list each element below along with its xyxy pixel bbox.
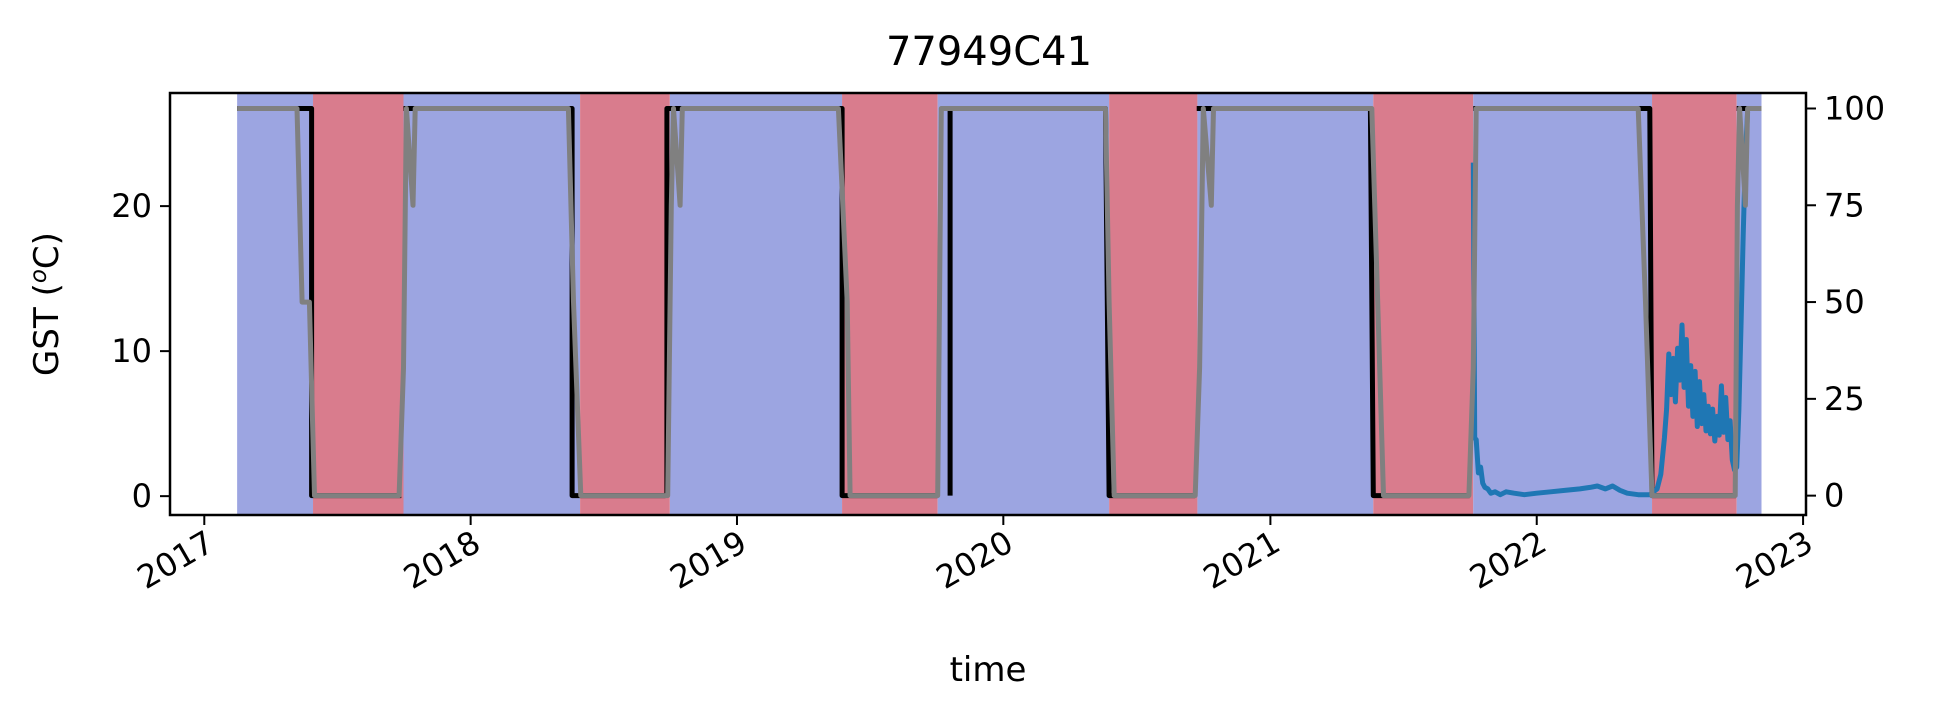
- plot-frame: [168, 91, 1808, 517]
- y2-tick-label-4: 100: [1824, 89, 1885, 127]
- y2-tick-label-0: 0: [1824, 477, 1844, 515]
- y-tick-label-0: 0: [132, 477, 152, 515]
- x-axis: 2017 2018 2019 2020 2021 2022 2023: [131, 515, 1819, 597]
- band-red-1: [313, 93, 404, 515]
- band-blue-8: [1197, 93, 1374, 515]
- band-red-7: [1109, 93, 1198, 515]
- y-tick-label-1: 10: [111, 332, 152, 370]
- y-axis-label-sup: o: [26, 269, 52, 283]
- x-tick-label-6: 2023: [1730, 523, 1820, 597]
- plot-area: [168, 91, 1808, 517]
- band-red-3: [580, 93, 670, 515]
- x-tick-label-1: 2018: [397, 523, 487, 597]
- gray-line-segment-0: [237, 106, 1762, 499]
- y2-tick-label-1: 25: [1824, 380, 1865, 418]
- y-axis-label-prefix: GST (: [27, 283, 67, 376]
- x-tick-label-2: 2019: [663, 523, 753, 597]
- x-tick-label-5: 2022: [1463, 523, 1553, 597]
- band-blue-6: [937, 93, 1110, 515]
- x-tick-label-3: 2020: [930, 523, 1020, 597]
- x-tick-label-4: 2021: [1197, 523, 1287, 597]
- x-axis-label: time: [950, 650, 1027, 690]
- y-axis: 0 10 20: [111, 187, 170, 515]
- y-tick-label-2: 20: [111, 187, 152, 225]
- gst-series-line: [1470, 111, 1751, 498]
- y-axis-label-suffix: C): [27, 232, 67, 269]
- chart-title: 77949C41: [886, 29, 1092, 75]
- y2-tick-label-2: 50: [1824, 283, 1865, 321]
- lines-layer: [237, 106, 1762, 499]
- band-blue-2: [403, 93, 581, 515]
- band-red-5: [842, 93, 938, 515]
- band-red-9: [1373, 93, 1474, 515]
- y-axis-label: GST (oC): [26, 232, 67, 376]
- x-tick-label-0: 2017: [131, 523, 221, 597]
- y2-axis-right: 0 25 50 75 100: [1806, 89, 1885, 515]
- band-blue-4: [669, 93, 843, 515]
- bands-layer: [237, 93, 1762, 515]
- y2-tick-label-3: 75: [1824, 186, 1865, 224]
- band-blue-10: [1473, 93, 1653, 515]
